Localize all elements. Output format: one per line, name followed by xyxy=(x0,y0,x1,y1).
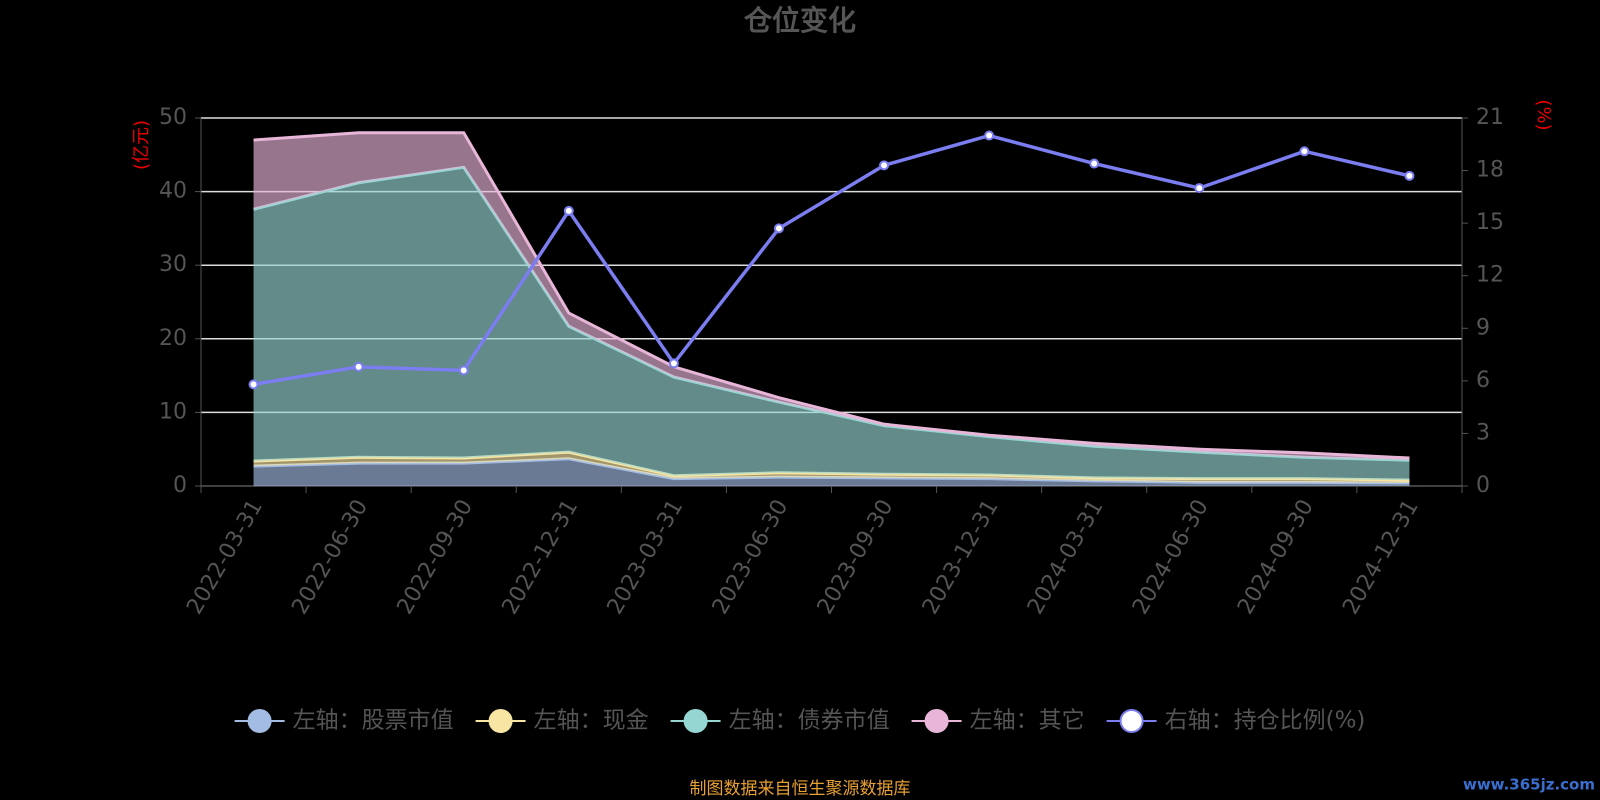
y-tick-label: 10 xyxy=(159,399,187,424)
legend-symbol xyxy=(924,709,949,733)
y-tick-label: 0 xyxy=(173,473,187,498)
y-tick-label: 20 xyxy=(159,326,187,351)
legend-label: 左轴：其它 xyxy=(970,708,1085,734)
x-tick-label: 2022-09-30 xyxy=(393,496,479,619)
legend: 左轴：股票市值 左轴：现金 左轴：债券市值 左轴：其它 右轴：持仓比例(%) xyxy=(234,708,1366,734)
x-tick-label: 2023-06-30 xyxy=(708,496,794,619)
area xyxy=(253,458,1410,486)
x-tick-label: 2022-12-31 xyxy=(498,496,584,619)
legend-symbol xyxy=(1119,709,1144,733)
point xyxy=(1194,183,1205,194)
x-tick-label: 2024-03-31 xyxy=(1023,496,1109,619)
legend-item: 左轴：现金 xyxy=(475,708,649,734)
y2-tick-label: 15 xyxy=(1476,210,1504,235)
legend-symbol xyxy=(247,709,272,733)
legend-label: 左轴：债券市值 xyxy=(729,708,890,734)
x-tick-label: 2024-09-30 xyxy=(1233,496,1319,619)
y-tick-label: 50 xyxy=(159,105,187,130)
line xyxy=(253,133,1410,387)
area xyxy=(253,132,1410,461)
point xyxy=(668,358,679,369)
y-tick-label: 30 xyxy=(159,252,187,277)
legend-item: 左轴：股票市值 xyxy=(234,708,454,734)
watermark: www.365jz.com xyxy=(1463,776,1595,794)
y2-tick-label: 21 xyxy=(1476,105,1504,130)
point xyxy=(1404,170,1415,181)
point xyxy=(458,365,469,376)
y2-tick-label: 18 xyxy=(1476,158,1504,183)
legend-label: 右轴：持仓比例(%) xyxy=(1165,708,1366,734)
legend-label: 左轴：股票市值 xyxy=(293,708,454,734)
point xyxy=(984,130,995,141)
y-tick-label: 40 xyxy=(159,179,187,204)
legend-item: 左轴：其它 xyxy=(911,708,1085,734)
area xyxy=(253,167,1410,481)
x-tick-label: 2023-09-30 xyxy=(813,496,899,619)
y2-tick-label: 12 xyxy=(1476,263,1504,288)
point xyxy=(773,223,784,234)
x-tick-label: 2022-03-31 xyxy=(182,496,268,619)
y2-tick-label: 9 xyxy=(1476,315,1490,340)
legend-item: 右轴：持仓比例(%) xyxy=(1106,708,1366,734)
y2-tick-label: 3 xyxy=(1476,420,1490,445)
x-tick-label: 2024-12-31 xyxy=(1338,496,1424,619)
y2-tick-label: 0 xyxy=(1476,473,1490,498)
legend-symbol xyxy=(683,709,708,733)
legend-symbol xyxy=(488,709,513,733)
area-line xyxy=(253,131,1410,460)
point xyxy=(563,205,574,216)
legend-label: 左轴：现金 xyxy=(534,708,649,734)
x-tick-label: 2023-12-31 xyxy=(918,496,1004,619)
legend-item: 左轴：债券市值 xyxy=(670,708,890,734)
point xyxy=(879,160,890,171)
point xyxy=(1299,146,1310,157)
y2-tick-label: 6 xyxy=(1476,368,1490,393)
point xyxy=(353,361,364,372)
point xyxy=(1089,158,1100,169)
x-tick-label: 2024-06-30 xyxy=(1128,496,1214,619)
y-axis-label: (亿元) xyxy=(131,120,152,170)
point xyxy=(248,379,259,390)
x-tick-label: 2022-06-30 xyxy=(287,496,373,619)
x-tick-label: 2023-03-31 xyxy=(603,496,689,619)
y2-axis-label: (%) xyxy=(1533,99,1554,130)
chart-title: 仓位变化 xyxy=(744,4,856,37)
source-note: 制图数据来自恒生聚源数据库 xyxy=(690,779,911,799)
